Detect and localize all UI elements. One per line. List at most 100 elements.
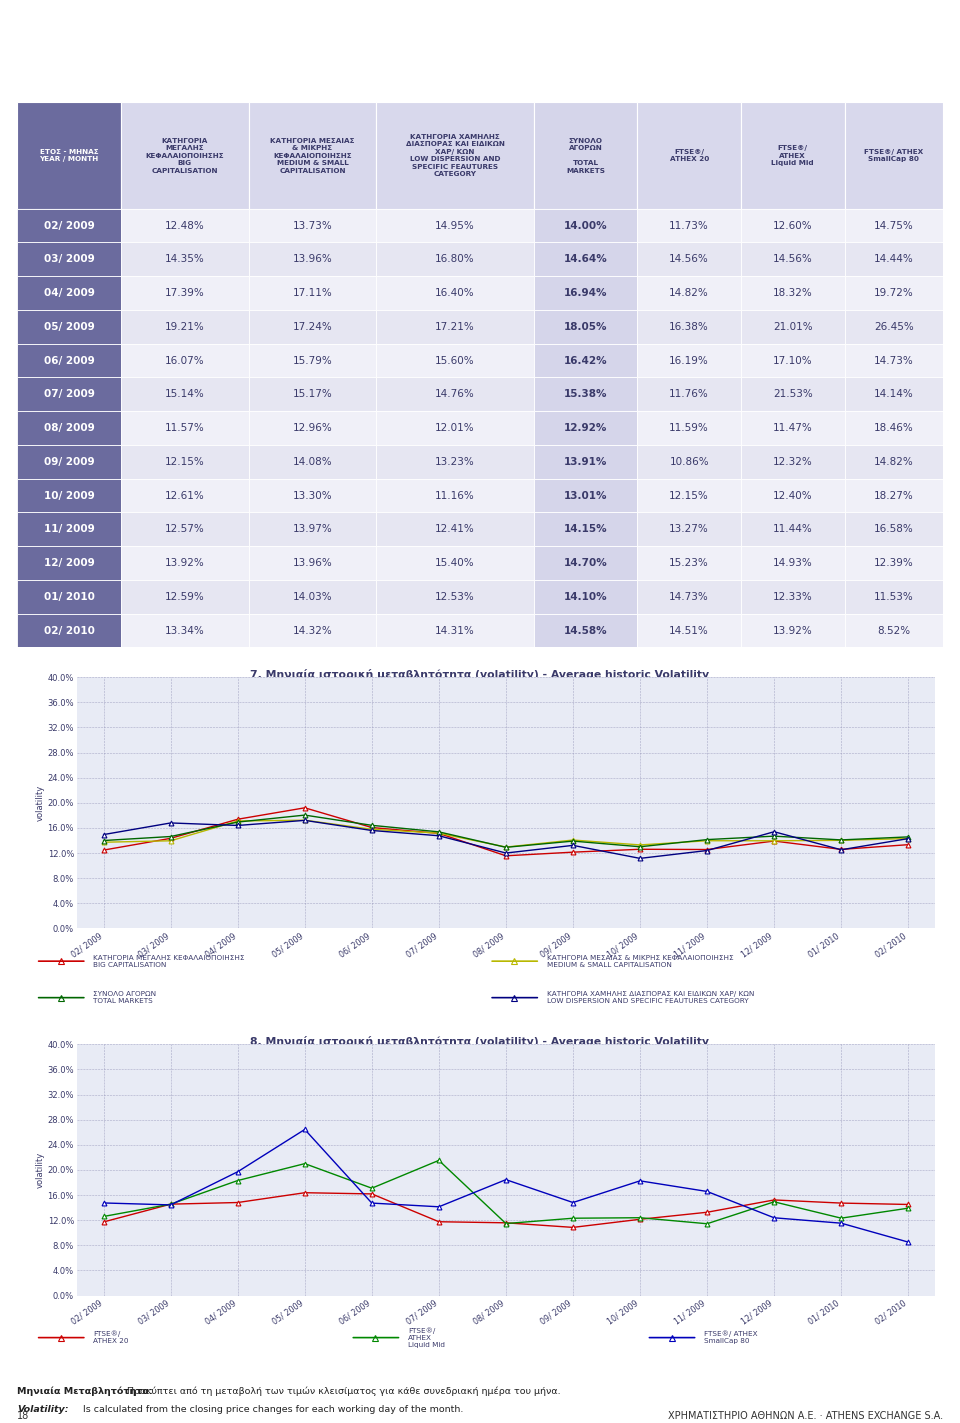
Text: FTSE®/
ATHEX 20: FTSE®/ ATHEX 20 [93, 1331, 129, 1345]
Text: 14.31%: 14.31% [435, 626, 475, 636]
Bar [741, 209, 845, 242]
Text: 15.40%: 15.40% [435, 558, 475, 568]
Text: 02/ 2009: 02/ 2009 [44, 221, 94, 231]
Text: 15.14%: 15.14% [165, 390, 204, 400]
Text: 11.57%: 11.57% [165, 423, 204, 433]
Bar [121, 310, 249, 344]
Text: ΚΑΤΗΓΟΡΙΑ ΜΕΣΑΙΑΣ
& ΜΙΚΡΗΣ
ΚΕΦΑΛΑΙΟΠΟΙΗΣΗΣ
MEDIUM & SMALL
CAPITALISATION: ΚΑΤΗΓΟΡΙΑ ΜΕΣΑΙΑΣ & ΜΙΚΡΗΣ ΚΕΦΑΛΑΙΟΠΟΙΗΣ… [271, 138, 355, 174]
Bar [376, 209, 534, 242]
Text: 21.53%: 21.53% [773, 390, 813, 400]
Text: 16.94%: 16.94% [564, 287, 608, 297]
Bar [741, 344, 845, 377]
Bar [17, 276, 121, 310]
Bar [845, 478, 943, 512]
Text: 12.53%: 12.53% [435, 592, 475, 602]
Text: 18: 18 [17, 1410, 30, 1422]
Text: 11.53%: 11.53% [874, 592, 914, 602]
Text: 14.73%: 14.73% [669, 592, 709, 602]
Bar [741, 242, 845, 276]
Text: 14.00%: 14.00% [564, 221, 608, 231]
Bar [637, 209, 741, 242]
Text: 13.91%: 13.91% [564, 457, 607, 467]
Text: 16.42%: 16.42% [564, 356, 608, 366]
Text: 11.44%: 11.44% [773, 524, 813, 535]
Text: 14.14%: 14.14% [874, 390, 914, 400]
Bar [845, 581, 943, 613]
Bar [121, 411, 249, 445]
Bar [121, 581, 249, 613]
Bar [741, 276, 845, 310]
Bar [741, 102, 845, 209]
Text: 14.44%: 14.44% [874, 255, 914, 265]
Bar [637, 445, 741, 478]
Text: 14.64%: 14.64% [564, 255, 608, 265]
Text: 11.16%: 11.16% [435, 491, 475, 501]
Bar [249, 411, 376, 445]
Text: Μηνιαία Μεταβλητότητα:: Μηνιαία Μεταβλητότητα: [17, 1386, 153, 1396]
Bar [534, 581, 637, 613]
Text: Volatility:: Volatility: [17, 1406, 69, 1414]
Text: 06/ 2009: 06/ 2009 [44, 356, 94, 366]
Bar [249, 310, 376, 344]
Text: 14.35%: 14.35% [165, 255, 204, 265]
Text: 13.96%: 13.96% [293, 558, 332, 568]
Bar [17, 512, 121, 546]
Text: 16.19%: 16.19% [669, 356, 709, 366]
Text: 14.82%: 14.82% [874, 457, 914, 467]
Text: ΣΥΝΟΛΟ ΑΓΟΡΩΝ
TOTAL MARKETS: ΣΥΝΟΛΟ ΑΓΟΡΩΝ TOTAL MARKETS [93, 992, 156, 1005]
Bar [249, 242, 376, 276]
Text: 14.15%: 14.15% [564, 524, 608, 535]
Text: 26.45%: 26.45% [874, 322, 914, 332]
Bar [534, 344, 637, 377]
Text: 14.10%: 14.10% [564, 592, 608, 602]
Bar [121, 546, 249, 581]
Text: 13.23%: 13.23% [435, 457, 475, 467]
Bar [741, 581, 845, 613]
Text: 15.79%: 15.79% [293, 356, 332, 366]
Bar [249, 102, 376, 209]
Text: 15.60%: 15.60% [435, 356, 475, 366]
Bar [741, 445, 845, 478]
Bar [637, 377, 741, 411]
Text: 10/ 2009: 10/ 2009 [44, 491, 94, 501]
Bar [376, 276, 534, 310]
Bar [249, 276, 376, 310]
Bar [376, 102, 534, 209]
Text: 13.73%: 13.73% [293, 221, 332, 231]
Bar [845, 344, 943, 377]
Text: 17.39%: 17.39% [165, 287, 204, 297]
Text: 18.46%: 18.46% [874, 423, 914, 433]
Bar [741, 478, 845, 512]
Bar [534, 102, 637, 209]
Bar [121, 344, 249, 377]
Text: 17.10%: 17.10% [773, 356, 812, 366]
Bar [845, 445, 943, 478]
Bar [534, 276, 637, 310]
Bar [17, 581, 121, 613]
Bar [249, 377, 376, 411]
Text: FTSE®/ ATHEX
SmallCap 80: FTSE®/ ATHEX SmallCap 80 [704, 1331, 757, 1345]
Bar [637, 546, 741, 581]
Bar [741, 377, 845, 411]
Bar [376, 377, 534, 411]
Text: 19.21%: 19.21% [165, 322, 204, 332]
Bar [534, 478, 637, 512]
Bar [17, 445, 121, 478]
Text: 12.92%: 12.92% [564, 423, 607, 433]
Text: 14.03%: 14.03% [293, 592, 332, 602]
Bar [741, 613, 845, 647]
Text: 11/ 2009: 11/ 2009 [44, 524, 94, 535]
Bar [534, 512, 637, 546]
Text: 05/ 2009: 05/ 2009 [44, 322, 94, 332]
Text: 12.59%: 12.59% [165, 592, 204, 602]
Text: 16.80%: 16.80% [435, 255, 475, 265]
Text: 13.96%: 13.96% [293, 255, 332, 265]
Bar [376, 613, 534, 647]
Bar [121, 445, 249, 478]
Bar [121, 242, 249, 276]
Bar [741, 546, 845, 581]
Text: ΚΑΤΗΓΟΡΙΑ ΜΕΓΑΛΗΣ ΚΕΦΑΛΑΙΟΠΟΙΗΣΗΣ
BIG CAPITALISATION: ΚΑΤΗΓΟΡΙΑ ΜΕΓΑΛΗΣ ΚΕΦΑΛΑΙΟΠΟΙΗΣΗΣ BIG CA… [93, 955, 245, 968]
Bar [17, 377, 121, 411]
Text: 16.40%: 16.40% [435, 287, 475, 297]
Bar [534, 310, 637, 344]
